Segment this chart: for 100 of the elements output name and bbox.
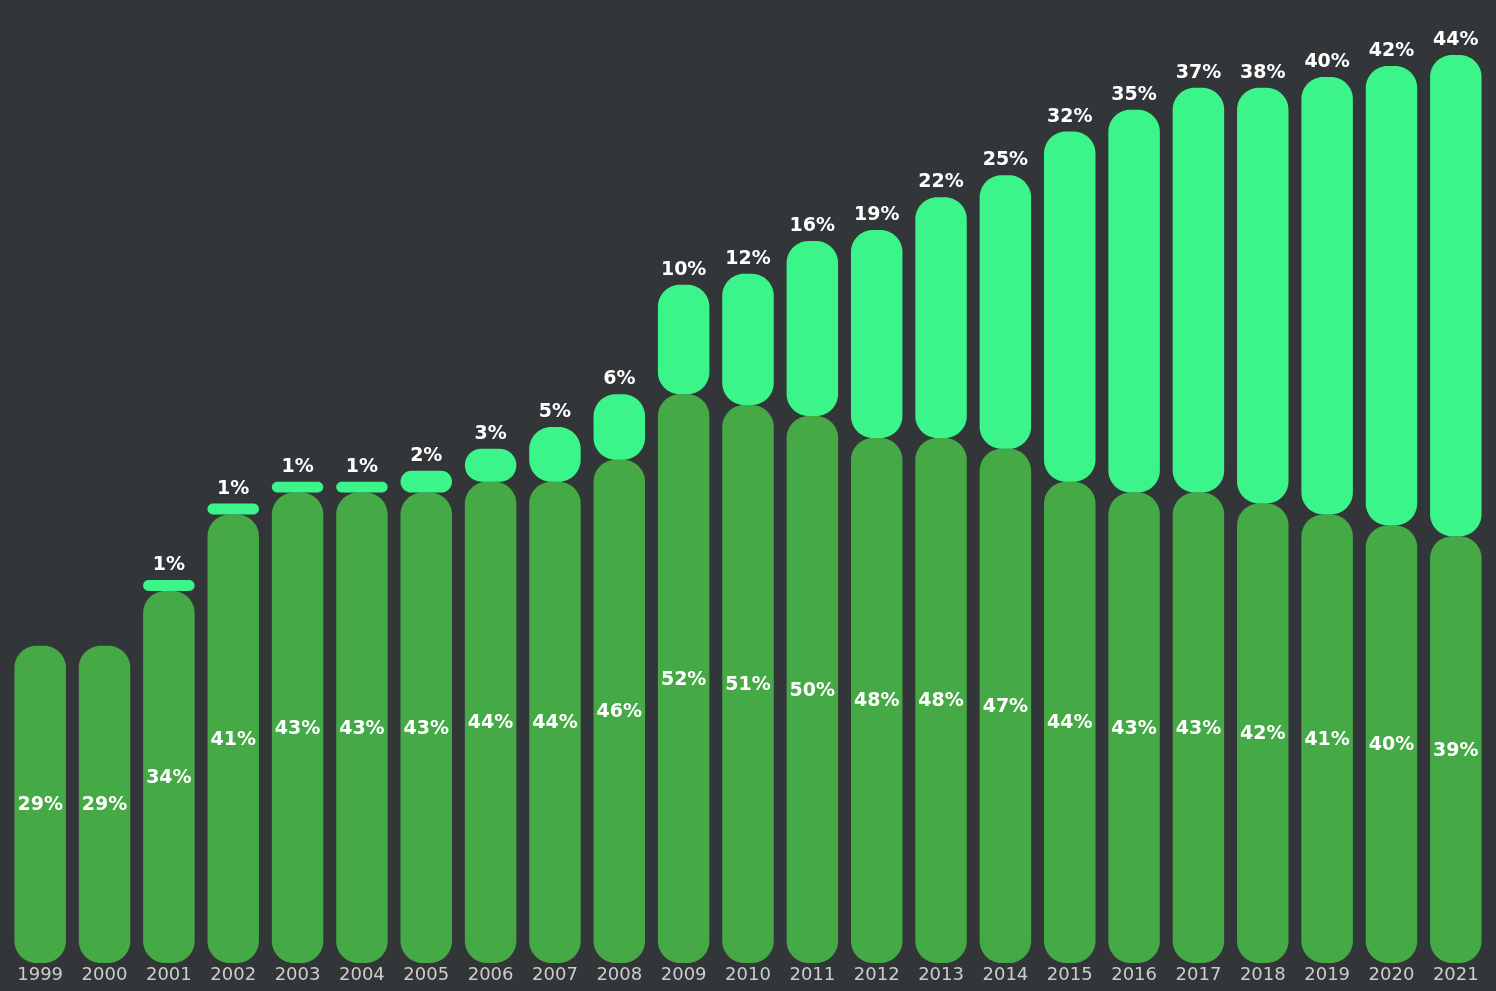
bar [78, 645, 131, 963]
bar [657, 394, 710, 963]
bar [1365, 65, 1418, 526]
bar [786, 416, 839, 963]
data-label: 29% [81, 792, 128, 815]
data-label: 43% [274, 715, 321, 738]
x-tick-label: 2014 [982, 962, 1029, 984]
data-label: 43% [403, 715, 449, 738]
bar [979, 448, 1032, 963]
data-label: 16% [789, 212, 836, 235]
x-tick-label: 2017 [1175, 962, 1222, 984]
bar [979, 175, 1032, 449]
data-label: 12% [725, 245, 771, 268]
bar [207, 503, 259, 515]
data-label: 43% [1111, 715, 1157, 738]
x-tick-label: 2013 [918, 962, 964, 984]
data-label: 22% [918, 169, 964, 192]
data-label: 3% [474, 420, 507, 443]
data-label: 44% [532, 710, 578, 733]
bar [722, 405, 774, 963]
x-tick-label: 2020 [1368, 962, 1415, 984]
bar [1237, 87, 1289, 504]
x-tick-label: 2003 [274, 962, 321, 984]
data-label: 52% [660, 666, 707, 689]
data-label: 48% [853, 688, 900, 711]
data-label: 41% [210, 726, 256, 749]
data-label: 1% [217, 475, 250, 498]
data-label: 39% [1433, 737, 1479, 760]
x-tick-label: 2007 [532, 962, 578, 984]
bar [1365, 525, 1418, 963]
x-tick-label: 2006 [467, 962, 514, 984]
x-tick-label: 2019 [1304, 962, 1351, 984]
bar [1172, 87, 1225, 493]
x-tick-label: 2010 [725, 962, 771, 984]
x-tick-label: 2001 [145, 962, 192, 984]
bar [14, 645, 66, 963]
bar [336, 481, 388, 493]
bar [593, 459, 646, 963]
data-label: 38% [1240, 59, 1286, 82]
bar [143, 580, 195, 592]
data-label: 40% [1304, 48, 1350, 71]
data-label: 1% [281, 453, 314, 476]
x-tick-label: 2005 [403, 962, 450, 984]
bar [1430, 536, 1482, 963]
data-label: 1% [345, 453, 379, 476]
bar [143, 591, 195, 963]
x-tick-label: 2018 [1239, 962, 1286, 984]
bar [336, 492, 388, 963]
data-label: 44% [1047, 710, 1093, 733]
bar [271, 492, 324, 963]
bar [271, 481, 324, 493]
data-label: 48% [918, 688, 964, 711]
bar [1044, 131, 1096, 482]
x-tick-label: 2002 [210, 962, 257, 984]
bar [722, 273, 774, 406]
bar [1430, 55, 1482, 537]
x-tick-label: 2021 [1432, 962, 1479, 984]
bar [529, 481, 581, 963]
data-label: 47% [982, 693, 1029, 716]
x-tick-label: 1999 [17, 962, 64, 984]
bar [1237, 503, 1289, 963]
x-tick-label: 2011 [789, 962, 836, 984]
data-label: 50% [789, 677, 836, 700]
data-label: 40% [1368, 732, 1415, 755]
bar [1108, 492, 1160, 963]
bar [1301, 76, 1353, 515]
bar [1108, 109, 1160, 493]
data-label: 46% [596, 699, 643, 722]
data-label: 43% [1175, 715, 1222, 738]
x-tick-label: 2009 [660, 962, 707, 984]
x-tick-label: 2015 [1046, 962, 1093, 984]
x-tick-label: 2000 [81, 962, 128, 984]
data-label: 2% [410, 442, 443, 465]
bar [1301, 514, 1353, 963]
data-label: 43% [339, 715, 385, 738]
x-tick-label: 2016 [1111, 962, 1157, 984]
data-label: 34% [146, 765, 192, 788]
bar [850, 230, 903, 438]
data-label: 35% [1111, 81, 1157, 104]
bar [1172, 492, 1225, 963]
bar [850, 437, 903, 963]
data-label: 51% [725, 672, 771, 695]
data-label: 25% [982, 147, 1029, 170]
bar [1044, 481, 1096, 963]
data-label: 19% [853, 202, 900, 225]
bar [915, 197, 967, 438]
data-label: 1% [152, 552, 185, 575]
bar [400, 492, 452, 963]
data-label: 6% [603, 366, 636, 389]
data-label: 42% [1368, 37, 1415, 60]
bar [786, 240, 839, 417]
data-label: 42% [1240, 721, 1286, 744]
data-label: 32% [1047, 103, 1093, 126]
bar [915, 437, 967, 963]
data-label: 41% [1304, 726, 1350, 749]
x-tick-label: 2004 [339, 962, 385, 984]
data-label: 5% [538, 398, 572, 421]
data-label: 29% [17, 792, 63, 815]
data-label: 44% [467, 710, 514, 733]
data-label: 10% [660, 256, 707, 279]
